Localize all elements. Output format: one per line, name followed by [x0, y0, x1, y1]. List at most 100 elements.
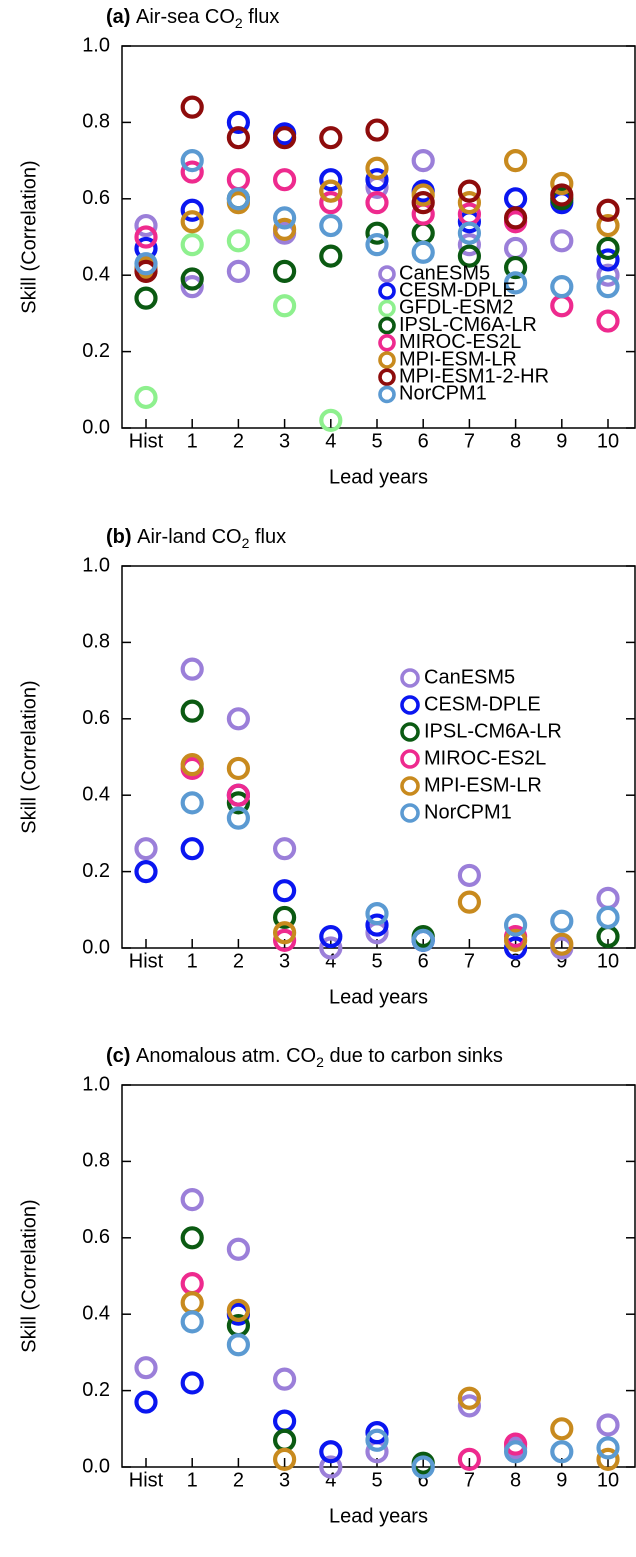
legend-marker: [378, 316, 396, 335]
marker: [273, 1367, 297, 1391]
panel-title: (a) Air-sea CO2 flux: [106, 6, 279, 30]
marker: [596, 309, 620, 333]
marker: [319, 1455, 343, 1479]
legend-marker: [400, 722, 420, 742]
x-tick-label: 7: [464, 950, 475, 972]
marker: [550, 909, 574, 933]
x-tick-label: 7: [464, 430, 475, 452]
marker: [503, 1440, 528, 1464]
marker: [273, 217, 297, 241]
legend-label: CanESM5: [399, 262, 490, 284]
marker: [457, 890, 481, 914]
marker: [365, 1421, 389, 1445]
y-tick-label: 0.6: [82, 1226, 110, 1248]
title-text: flux: [243, 6, 280, 28]
marker: [319, 924, 343, 949]
x-tick-label: 7: [464, 1469, 475, 1491]
marker: [180, 95, 204, 119]
marker: [365, 221, 389, 245]
marker: [180, 753, 204, 777]
marker: [226, 806, 250, 830]
marker: [503, 928, 528, 952]
marker: [457, 191, 481, 215]
marker: [550, 1417, 574, 1441]
y-tick-label: 0.4: [82, 783, 110, 805]
marker: [365, 191, 389, 215]
x-tick-label: 4: [325, 1469, 336, 1491]
marker: [134, 1356, 158, 1380]
marker: [596, 886, 620, 910]
y-tick-label: 1.0: [82, 554, 110, 576]
y-tick-label: 0.4: [82, 1302, 110, 1324]
legend-marker: [378, 385, 396, 404]
legend-label: MPI-ESM-LR: [399, 348, 517, 370]
legend-marker: [378, 351, 396, 369]
legend-marker: [400, 776, 420, 796]
title-subscript: 2: [316, 1054, 324, 1070]
marker: [134, 213, 158, 238]
marker: [411, 149, 435, 173]
panel-title: (c) Anomalous atm. CO2 due to carbon sin…: [106, 1045, 503, 1069]
marker: [226, 1298, 250, 1322]
marker: [226, 168, 250, 192]
x-tick-label: 2: [233, 950, 244, 972]
legend-label: MPI-ESM-LR: [424, 774, 542, 796]
legend-marker: [378, 299, 396, 318]
marker: [319, 126, 343, 150]
marker: [273, 259, 297, 283]
marker: [273, 168, 297, 192]
marker: [457, 233, 481, 257]
marker: [180, 1371, 204, 1395]
y-tick-label: 0.6: [82, 707, 110, 729]
x-tick-label: Hist: [129, 1469, 164, 1491]
title-text: due to carbon sinks: [324, 1045, 503, 1067]
title-text: Air-sea CO: [136, 6, 235, 28]
marker: [550, 275, 574, 299]
marker: [550, 1440, 574, 1464]
legend-label: CESM-DPLE: [424, 693, 541, 715]
x-tick-label: Hist: [129, 430, 164, 452]
marker: [411, 221, 435, 245]
marker: [180, 657, 204, 681]
marker: [134, 385, 158, 410]
y-tick-label: 0.0: [82, 936, 110, 958]
marker: [596, 198, 620, 222]
x-tick-label: 2: [233, 430, 244, 452]
x-tick-label: 1: [187, 950, 198, 972]
panel-label: (a): [106, 6, 130, 28]
marker: [319, 244, 343, 268]
x-tick-label: 10: [597, 950, 619, 972]
x-tick-label: 8: [510, 950, 521, 972]
x-tick-label: 4: [325, 430, 336, 452]
x-tick-label: 10: [597, 430, 619, 452]
x-tick-label: 8: [510, 430, 521, 452]
title-text: flux: [249, 526, 286, 548]
marker: [180, 267, 204, 291]
panel-label: (b): [106, 526, 132, 548]
legend-marker: [378, 368, 396, 387]
marker: [550, 294, 574, 318]
marker: [180, 1226, 204, 1250]
marker: [596, 1436, 620, 1460]
x-tick-label: 6: [418, 430, 429, 452]
marker: [411, 183, 435, 207]
marker: [273, 921, 297, 945]
panel-title: (b) Air-land CO2 flux: [106, 526, 286, 550]
legend-label: NorCPM1: [399, 383, 487, 405]
marker: [273, 837, 297, 861]
marker: [596, 236, 620, 261]
x-tick-label: 9: [556, 430, 567, 452]
legend-marker: [400, 803, 420, 823]
marker: [503, 936, 528, 960]
x-axis-label: Lead years: [329, 466, 428, 488]
x-tick-label: 1: [187, 430, 198, 452]
marker: [226, 791, 250, 815]
marker: [226, 1333, 250, 1357]
marker: [180, 1187, 204, 1212]
marker: [180, 275, 204, 299]
marker: [457, 221, 481, 245]
marker: [226, 259, 250, 283]
x-tick-label: Hist: [129, 950, 164, 972]
legend-label: CESM-DPLE: [399, 279, 516, 301]
marker: [180, 837, 204, 861]
